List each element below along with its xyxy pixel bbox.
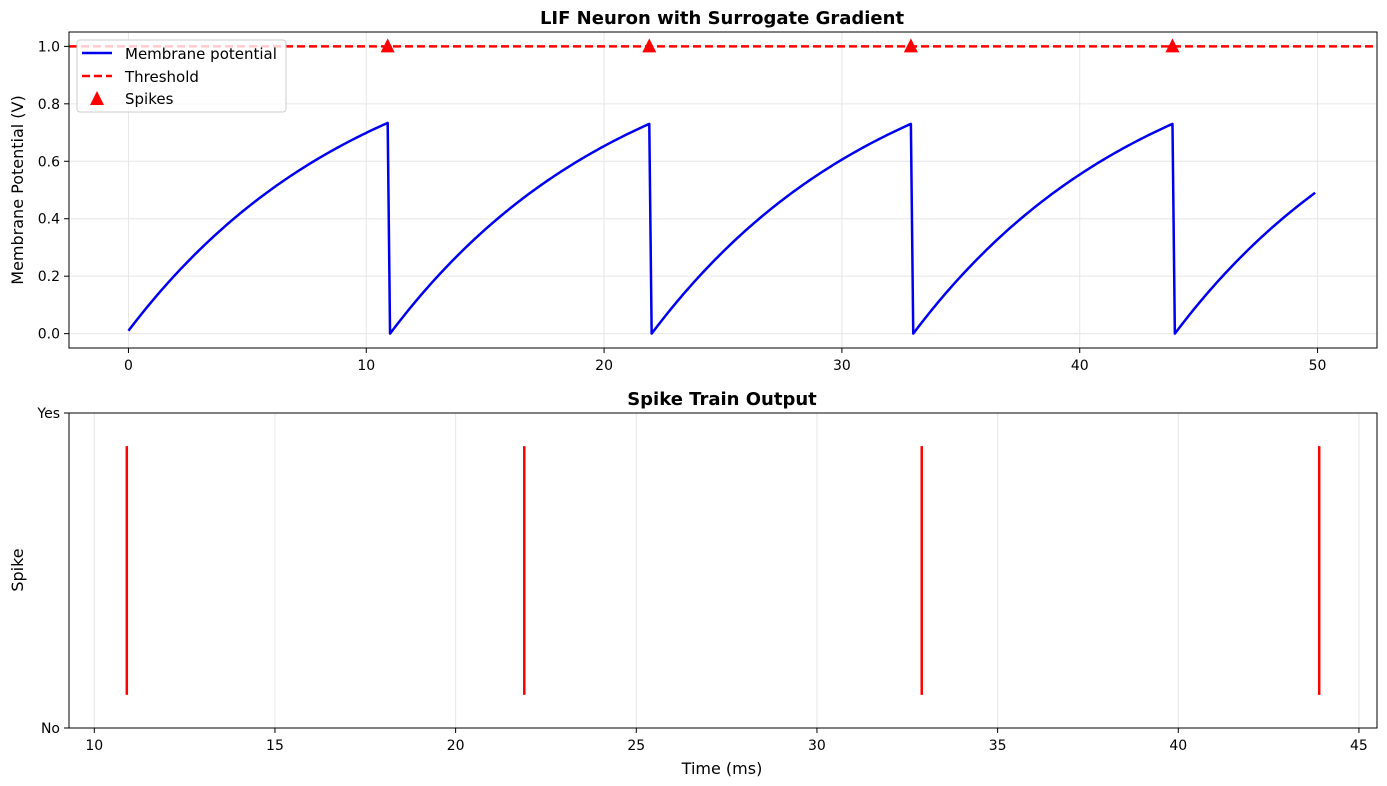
chart-title-top: LIF Neuron with Surrogate Gradient: [540, 8, 905, 29]
x-tick-label: 0: [124, 358, 133, 374]
x-tick-label: 30: [808, 738, 826, 754]
legend-label-membrane: Membrane potential: [125, 45, 277, 63]
membrane-potential-chart: LIF Neuron with Surrogate Gradient 0 10 20…: [8, 8, 1378, 374]
chart-title-bottom: Spike Train Output: [627, 389, 817, 410]
legend-label-spikes: Spikes: [125, 90, 174, 108]
bottom-plot-frame: [68, 412, 1378, 729]
bottom-x-axis-label: Time (ms): [681, 759, 763, 778]
y-tick-label: 0.2: [38, 269, 60, 285]
top-y-axis-label: Membrane Potential (V): [8, 95, 27, 284]
x-tick-label: 45: [1350, 738, 1368, 754]
membrane-series: [127, 121, 1316, 335]
y-tick-label: 1.0: [38, 39, 60, 55]
top-plot-frame: [68, 31, 1378, 349]
spike-marker: [1165, 38, 1180, 53]
y-tick-label: No: [41, 721, 60, 737]
bottom-y-axis-label: Spike: [8, 548, 27, 591]
y-tick-label: 0.6: [38, 154, 60, 170]
x-tick-label: 35: [989, 738, 1007, 754]
y-tick-label: 0.4: [38, 212, 60, 228]
legend-box: [76, 39, 287, 113]
legend-label-threshold: Threshold: [124, 68, 199, 86]
x-tick-label: 15: [266, 738, 284, 754]
legend-swatch-spikes: [90, 91, 104, 105]
spike-marker: [642, 38, 657, 53]
spike-marker: [380, 38, 395, 53]
x-tick-label: 20: [595, 358, 613, 374]
y-tick-label: Yes: [36, 406, 60, 422]
x-tick-label: 10: [85, 738, 103, 754]
x-tick-label: 25: [627, 738, 645, 754]
y-tick-label: 0.0: [38, 327, 60, 343]
bottom-gridlines: [93, 413, 1360, 728]
x-tick-label: 10: [357, 358, 375, 374]
x-tick-label: 20: [447, 738, 465, 754]
spike-train-chart: Spike Train Output 10 15 20 25 30 35 40 45 No Yes…: [8, 389, 1378, 778]
y-tick-label: 0.8: [38, 97, 60, 113]
top-axis-ticks: 0 10 20 30 40 50 0.0 0.2 0.4 0.6 0.8 1.0: [38, 39, 1327, 374]
x-tick-label: 40: [1071, 358, 1089, 374]
x-tick-label: 30: [833, 358, 851, 374]
spike-events: [125, 446, 1321, 695]
legend: Membrane potential Threshold Spikes: [76, 39, 287, 113]
bottom-axis-ticks: 10 15 20 25 30 35 40 45 No Yes: [36, 406, 1367, 754]
spike-markers: [380, 38, 1180, 53]
x-tick-label: 50: [1309, 358, 1327, 374]
membrane-potential-line: [127, 121, 1316, 335]
x-tick-label: 40: [1169, 738, 1187, 754]
spike-marker: [903, 38, 918, 53]
